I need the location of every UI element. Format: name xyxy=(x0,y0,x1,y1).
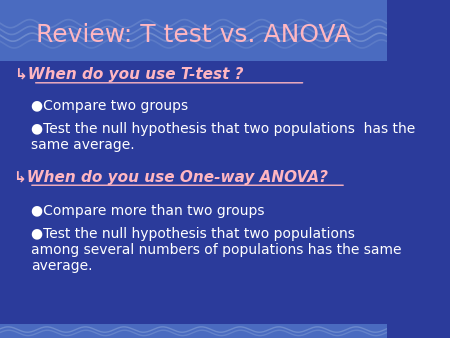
Text: ●Test the null hypothesis that two populations  has the
same average.: ●Test the null hypothesis that two popul… xyxy=(31,122,415,152)
Text: ●Compare more than two groups: ●Compare more than two groups xyxy=(31,204,265,218)
Text: ●Test the null hypothesis that two populations
among several numbers of populati: ●Test the null hypothesis that two popul… xyxy=(31,227,401,273)
FancyBboxPatch shape xyxy=(0,0,387,61)
Text: ↳When do you use T-test ?: ↳When do you use T-test ? xyxy=(15,67,244,82)
FancyBboxPatch shape xyxy=(0,324,387,338)
Text: ↳When do you use One-way ANOVA?: ↳When do you use One-way ANOVA? xyxy=(14,170,328,185)
Text: ●Compare two groups: ●Compare two groups xyxy=(31,99,188,114)
Text: Review: T test vs. ANOVA: Review: T test vs. ANOVA xyxy=(36,23,351,48)
